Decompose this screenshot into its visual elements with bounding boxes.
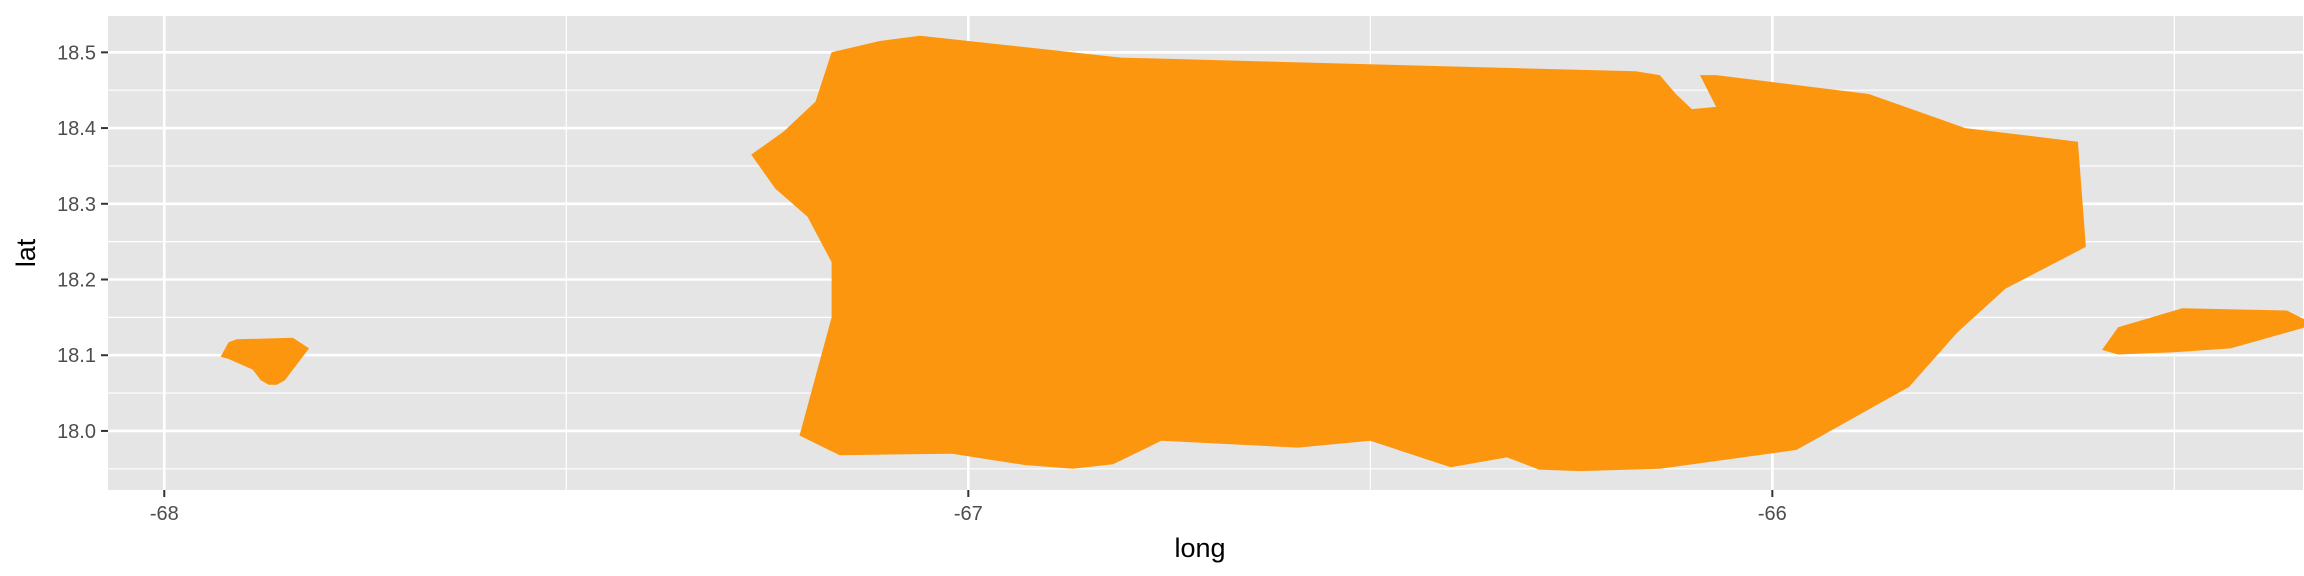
y-tick-label: 18.2 bbox=[57, 270, 96, 292]
y-tick-label: 18.1 bbox=[57, 345, 96, 367]
x-tick-label: -67 bbox=[954, 503, 983, 525]
x-tick-label: -66 bbox=[1758, 503, 1787, 525]
polygons bbox=[220, 35, 2304, 472]
x-tick-label: -68 bbox=[150, 503, 179, 525]
y-axis: 18.0 18.1 18.2 18.3 18.4 18.5 bbox=[57, 42, 108, 443]
y-tick-label: 18.4 bbox=[57, 118, 96, 140]
x-axis-title: long bbox=[1174, 533, 1225, 563]
vieques-island-polygon bbox=[2102, 308, 2304, 355]
mona-island-polygon bbox=[220, 337, 309, 385]
y-tick-label: 18.3 bbox=[57, 194, 96, 216]
x-axis: -68 -67 -66 bbox=[150, 490, 1787, 525]
main-island-polygon bbox=[751, 35, 2086, 472]
y-axis-title: lat bbox=[11, 238, 41, 267]
y-tick-label: 18.5 bbox=[57, 42, 96, 64]
y-tick-label: 18.0 bbox=[57, 421, 96, 443]
